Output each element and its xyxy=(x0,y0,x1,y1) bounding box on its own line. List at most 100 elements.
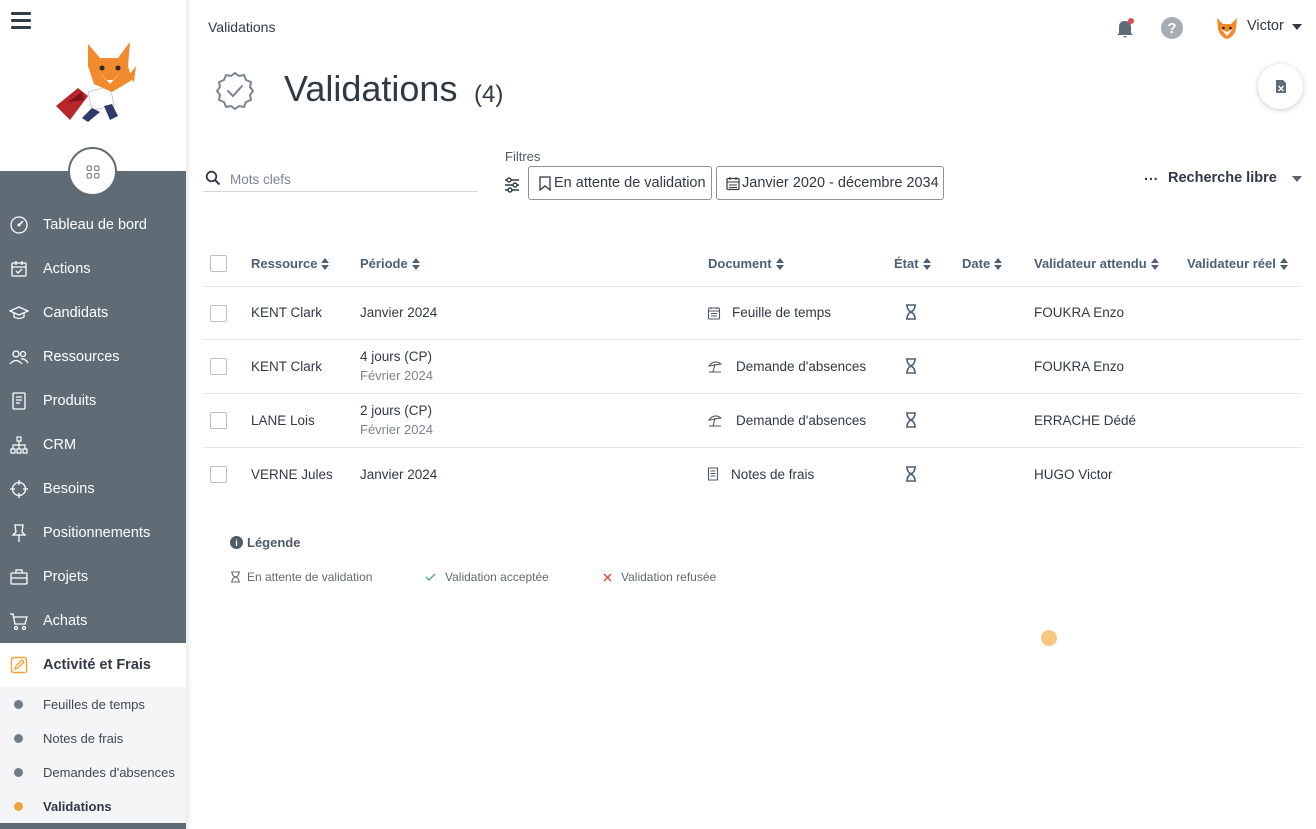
sidebar-item-crm[interactable]: CRM xyxy=(0,423,186,467)
cell-ressource: VERNE Jules xyxy=(251,467,333,482)
sidebar-item-label: Projets xyxy=(43,569,89,585)
filter-chip-label: En attente de validation xyxy=(554,175,706,191)
cell-document[interactable]: Demande d'absences xyxy=(736,359,867,374)
hourglass-icon xyxy=(906,466,916,482)
cursor-indicator xyxy=(1041,630,1057,646)
sidebar-item-label: Positionnements xyxy=(43,525,151,541)
filter-sliders-icon[interactable] xyxy=(503,176,521,194)
select-all-checkbox[interactable] xyxy=(210,255,227,272)
column-header-validateur-reel[interactable]: Validateur réel xyxy=(1187,256,1288,271)
column-header-document[interactable]: Document xyxy=(708,256,784,271)
sidebar-item-produits[interactable]: Produits xyxy=(0,379,186,423)
legend-title-label: Légende xyxy=(247,535,301,550)
bullet-icon xyxy=(14,767,23,777)
sidebar: Tableau de bord Actions Candidats Ressou… xyxy=(0,0,186,829)
search-box xyxy=(203,168,478,192)
sidebar-item-candidats[interactable]: Candidats xyxy=(0,291,186,335)
row-checkbox[interactable] xyxy=(210,412,227,429)
excel-file-icon xyxy=(1275,80,1286,93)
sidebar-item-besoins[interactable]: Besoins xyxy=(0,467,186,511)
chevron-down-icon[interactable] xyxy=(1292,176,1302,182)
sidebar-item-label: Candidats xyxy=(43,305,109,321)
sidebar-subitem-label: Demandes d'absences xyxy=(43,764,175,780)
cell-periode: 2 jours (CP) xyxy=(360,403,433,418)
page-title: Validations xyxy=(284,68,458,109)
grid-icon xyxy=(85,164,100,179)
cell-document[interactable]: Demande d'absences xyxy=(736,413,867,428)
legend-item-accepted: Validation acceptée xyxy=(445,570,549,584)
cell-document[interactable]: Notes de frais xyxy=(731,467,815,482)
bullet-icon xyxy=(14,801,23,811)
filters-label: Filtres xyxy=(505,149,541,164)
pin-icon xyxy=(11,524,27,542)
graduation-cap-icon xyxy=(9,306,29,320)
sidebar-header xyxy=(0,0,186,171)
cell-periode: Janvier 2024 xyxy=(360,467,438,482)
column-header-label: Validateur attendu xyxy=(1034,256,1147,271)
hamburger-menu-icon[interactable] xyxy=(11,12,31,30)
sidebar-item-tableau-de-bord[interactable]: Tableau de bord xyxy=(0,203,186,247)
cell-ressource: KENT Clark xyxy=(251,305,323,320)
column-header-label: Validateur réel xyxy=(1187,256,1276,271)
sidebar-item-label: Actions xyxy=(43,261,91,277)
sidebar-item-positionnements[interactable]: Positionnements xyxy=(0,511,186,555)
sidebar-item-label: Ressources xyxy=(43,349,120,365)
column-header-label: Période xyxy=(360,256,408,271)
column-header-ressource[interactable]: Ressource xyxy=(251,256,330,271)
bookmark-icon xyxy=(539,176,551,191)
column-header-validateur-attendu[interactable]: Validateur attendu xyxy=(1034,256,1159,271)
user-avatar[interactable] xyxy=(1214,15,1240,41)
edit-note-icon xyxy=(10,656,28,674)
help-icon[interactable]: ? xyxy=(1161,17,1183,39)
sidebar-item-activite-et-frais[interactable]: Activité et Frais xyxy=(0,643,186,687)
sidebar-item-projets[interactable]: Projets xyxy=(0,555,186,599)
column-header-periode[interactable]: Période xyxy=(360,256,420,271)
beach-umbrella-icon xyxy=(708,361,722,373)
sidebar-item-actions[interactable]: Actions xyxy=(0,247,186,291)
column-header-date[interactable]: Date xyxy=(962,256,1003,271)
page-count: (4) xyxy=(474,81,504,108)
dashboard-icon xyxy=(10,216,28,234)
apps-grid-button[interactable] xyxy=(68,147,117,196)
sort-icon xyxy=(922,257,931,270)
search-input[interactable] xyxy=(230,169,470,189)
row-checkbox[interactable] xyxy=(210,466,227,483)
people-icon xyxy=(9,350,29,365)
sort-icon xyxy=(994,257,1003,270)
user-menu-caret-icon[interactable] xyxy=(1292,24,1302,30)
info-icon: i xyxy=(230,536,243,549)
sidebar-subitem-validations[interactable]: Validations xyxy=(0,789,186,823)
timesheet-icon xyxy=(707,307,721,320)
sidebar-subitem-demandes-d-absences[interactable]: Demandes d'absences xyxy=(0,755,186,789)
hourglass-icon xyxy=(906,304,916,320)
row-checkbox[interactable] xyxy=(210,305,227,322)
legend-item-pending: En attente de validation xyxy=(247,570,373,584)
sort-icon xyxy=(1150,257,1159,270)
cell-document[interactable]: Feuille de temps xyxy=(732,305,832,320)
sidebar-item-label: CRM xyxy=(43,437,77,453)
filter-chip-status[interactable]: En attente de validation xyxy=(528,166,712,200)
book-icon xyxy=(12,392,26,410)
notification-bell-icon[interactable] xyxy=(1113,16,1137,40)
column-header-etat[interactable]: État xyxy=(894,256,931,271)
filter-chip-period[interactable]: Janvier 2020 - décembre 2034 xyxy=(716,166,944,200)
sidebar-subitem-notes-de-frais[interactable]: Notes de frais xyxy=(0,721,186,755)
row-checkbox[interactable] xyxy=(210,358,227,375)
user-name[interactable]: Victor xyxy=(1247,18,1284,34)
crosshair-icon xyxy=(10,480,28,498)
sidebar-subitem-feuilles-de-temps[interactable]: Feuilles de temps xyxy=(0,687,186,721)
sidebar-item-achats[interactable]: Achats xyxy=(0,599,186,643)
free-search-label: Recherche libre xyxy=(1168,170,1277,186)
export-excel-button[interactable] xyxy=(1258,64,1303,109)
cell-ressource: KENT Clark xyxy=(251,359,323,374)
filter-chip-label: Janvier 2020 - décembre 2034 xyxy=(742,175,939,191)
cell-periode: 4 jours (CP) xyxy=(360,349,433,364)
hourglass-icon xyxy=(906,412,916,428)
sort-icon xyxy=(1279,257,1288,270)
calendar-icon xyxy=(726,177,740,191)
sidebar-item-ressources[interactable]: Ressources xyxy=(0,335,186,379)
breadcrumb: Validations xyxy=(208,19,276,35)
receipt-icon xyxy=(707,467,719,481)
cart-icon xyxy=(10,613,28,631)
